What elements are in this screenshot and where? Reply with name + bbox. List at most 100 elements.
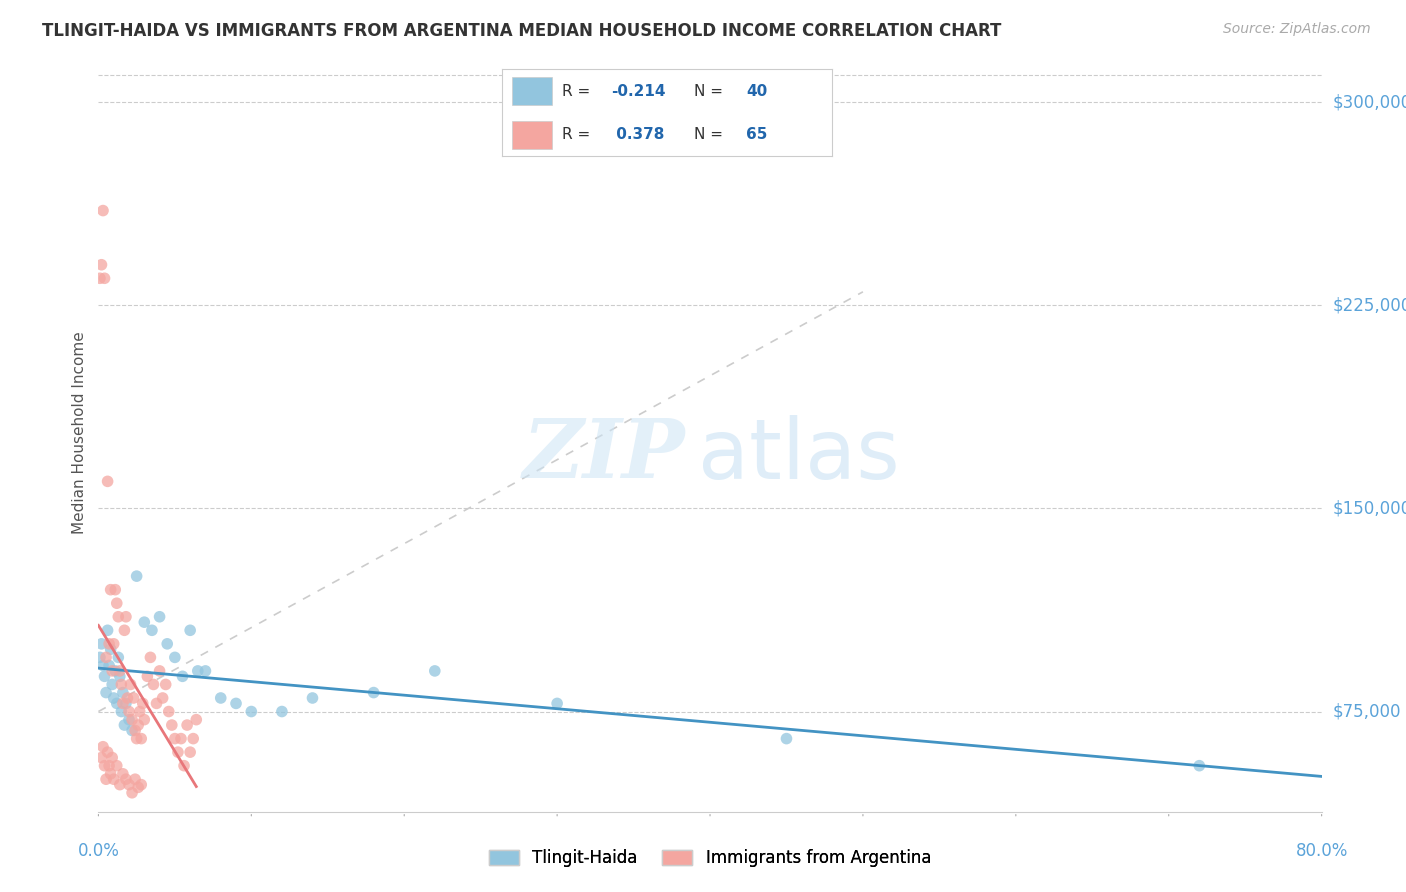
Point (301, 690, 323, 705)
Point (98, 658, 121, 673)
Text: ZIP: ZIP (523, 416, 686, 495)
Point (134, 615, 156, 630)
Point (89, 271, 111, 285)
Point (115, 772, 138, 787)
Point (225, 697, 247, 711)
Point (100, 766, 122, 781)
Point (115, 609, 138, 624)
Point (97, 475, 120, 489)
Point (115, 697, 138, 711)
Point (93, 271, 115, 285)
Point (94, 685, 117, 699)
Point (107, 650, 129, 665)
Text: 80.0%: 80.0% (1295, 842, 1348, 860)
Point (108, 664, 131, 678)
Text: atlas: atlas (697, 415, 900, 496)
Point (118, 705, 141, 719)
Point (127, 718, 149, 732)
Point (107, 609, 129, 624)
Point (90, 637, 112, 651)
Point (127, 780, 149, 795)
Point (173, 758, 195, 772)
Text: TLINGIT-HAIDA VS IMMIGRANTS FROM ARGENTINA MEDIAN HOUSEHOLD INCOME CORRELATION C: TLINGIT-HAIDA VS IMMIGRANTS FROM ARGENTI… (42, 22, 1001, 40)
Point (1188, 758, 1211, 772)
Point (136, 669, 159, 683)
Point (270, 705, 292, 719)
Point (121, 786, 143, 800)
Point (101, 664, 124, 678)
Point (103, 690, 125, 705)
Point (89, 650, 111, 665)
Point (167, 745, 190, 759)
Text: $150,000: $150,000 (1333, 500, 1406, 517)
Point (134, 713, 156, 727)
Point (90, 750, 112, 764)
Point (170, 731, 193, 746)
Point (91, 203, 114, 218)
Point (179, 624, 201, 638)
Point (172, 669, 194, 683)
Point (139, 650, 162, 665)
Point (110, 705, 132, 719)
Point (132, 697, 155, 711)
Point (100, 582, 122, 597)
Point (423, 664, 446, 678)
Point (121, 723, 143, 738)
Point (90, 258, 112, 272)
Point (129, 731, 152, 746)
Point (105, 697, 128, 711)
Point (124, 723, 146, 738)
Point (118, 713, 141, 727)
Point (104, 582, 127, 597)
Point (157, 705, 180, 719)
Point (100, 642, 122, 657)
Point (111, 685, 134, 699)
Point (775, 731, 797, 746)
Point (93, 758, 115, 772)
Text: $225,000: $225,000 (1333, 296, 1406, 314)
Point (91, 739, 114, 754)
Text: $75,000: $75,000 (1333, 703, 1402, 721)
Point (101, 750, 124, 764)
Point (121, 713, 143, 727)
Text: 0.0%: 0.0% (77, 842, 120, 860)
Point (152, 690, 174, 705)
Point (176, 718, 198, 732)
Point (179, 745, 201, 759)
Point (120, 677, 142, 691)
Point (104, 664, 127, 678)
Point (94, 650, 117, 665)
Point (110, 677, 132, 691)
Point (105, 758, 128, 772)
Text: Source: ZipAtlas.com: Source: ZipAtlas.com (1223, 22, 1371, 37)
Point (163, 650, 186, 665)
Point (186, 713, 208, 727)
Point (112, 718, 135, 732)
Point (112, 624, 135, 638)
Point (163, 731, 186, 746)
Point (194, 664, 217, 678)
Point (181, 731, 204, 746)
Point (546, 697, 568, 711)
Point (111, 697, 134, 711)
Point (98, 758, 121, 772)
Point (363, 685, 385, 699)
Point (145, 697, 167, 711)
Point (124, 772, 146, 787)
Point (149, 609, 172, 624)
Point (149, 664, 172, 678)
Point (142, 677, 165, 691)
Point (240, 705, 263, 719)
Point (128, 705, 150, 719)
Point (105, 596, 128, 610)
Point (129, 778, 152, 792)
Point (209, 690, 232, 705)
Text: $300,000: $300,000 (1333, 94, 1406, 112)
Point (108, 669, 131, 683)
Point (117, 690, 139, 705)
Point (156, 637, 179, 651)
Point (97, 624, 120, 638)
Legend: Tlingit-Haida, Immigrants from Argentina: Tlingit-Haida, Immigrants from Argentina (481, 841, 939, 875)
Point (187, 664, 209, 678)
Point (141, 624, 163, 638)
